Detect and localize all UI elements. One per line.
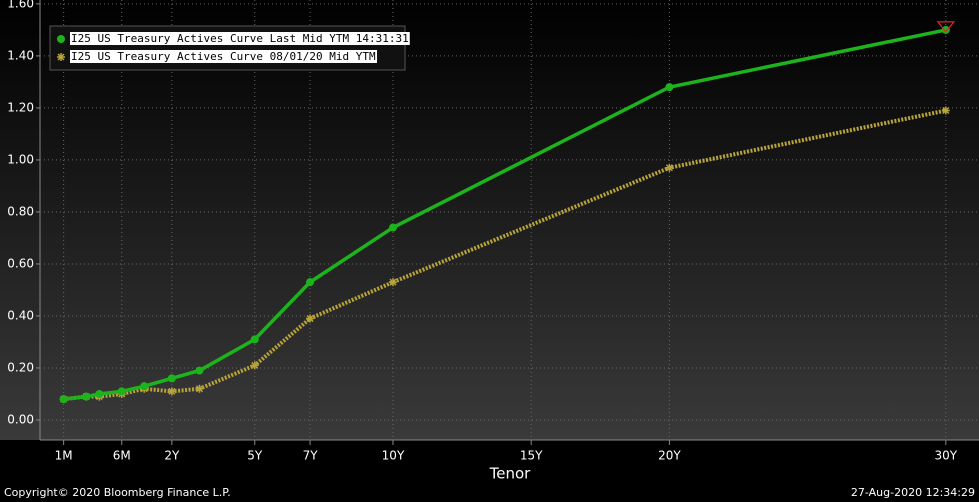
x-tick-label: 6M	[113, 449, 131, 463]
x-tick-label: 1M	[55, 449, 73, 463]
x-axis-title: Tenor	[489, 465, 532, 483]
y-tick-label: 0.40	[7, 308, 34, 322]
y-tick-label: 1.40	[7, 48, 34, 62]
point-marker	[306, 314, 315, 323]
point-marker	[388, 278, 397, 287]
point-marker	[167, 374, 176, 383]
legend-marker	[57, 35, 65, 43]
timestamp: 27-Aug-2020 12:34:29	[851, 486, 975, 499]
y-tick-label: 0.00	[7, 412, 34, 426]
legend: I25 US Treasury Actives Curve Last Mid Y…	[49, 25, 410, 71]
y-tick-label: 0.80	[7, 204, 34, 218]
legend-label: I25 US Treasury Actives Curve 08/01/20 M…	[71, 50, 376, 63]
point-marker	[59, 395, 68, 404]
x-tick-label: 15Y	[520, 449, 543, 463]
point-marker	[250, 361, 259, 370]
axis-background	[0, 440, 979, 502]
x-tick-label: 5Y	[247, 449, 263, 463]
x-tick-label: 2Y	[164, 449, 180, 463]
point-marker	[665, 163, 674, 172]
y-tick-label: 0.60	[7, 256, 34, 270]
y-tick-label: 0.20	[7, 360, 34, 374]
point-marker	[167, 387, 176, 396]
x-tick-label: 10Y	[382, 449, 405, 463]
point-marker	[195, 366, 204, 375]
y-tick-label: 1.60	[7, 0, 34, 10]
last-value-marker	[936, 21, 956, 33]
point-marker	[95, 389, 104, 398]
copyright: Copyright© 2020 Bloomberg Finance L.P.	[4, 486, 231, 499]
point-marker	[195, 384, 204, 393]
point-marker	[941, 106, 950, 115]
y-tick-label: 1.00	[7, 152, 34, 166]
point-marker	[388, 223, 397, 232]
point-marker	[140, 382, 149, 391]
point-marker	[941, 25, 950, 34]
series-line	[63, 108, 947, 402]
point-marker	[306, 278, 315, 287]
legend-marker	[57, 53, 65, 61]
x-tick-label: 7Y	[303, 449, 319, 463]
legend-label: I25 US Treasury Actives Curve Last Mid Y…	[71, 32, 409, 45]
point-marker	[117, 387, 126, 396]
point-marker	[665, 83, 674, 92]
x-tick-label: 30Y	[935, 449, 958, 463]
legend-highlight	[70, 32, 410, 45]
y-tick-label: 1.20	[7, 100, 34, 114]
point-marker	[82, 392, 91, 401]
legend-highlight	[70, 50, 378, 63]
point-marker	[250, 335, 259, 344]
x-tick-label: 20Y	[658, 449, 681, 463]
plot-background	[0, 0, 979, 440]
